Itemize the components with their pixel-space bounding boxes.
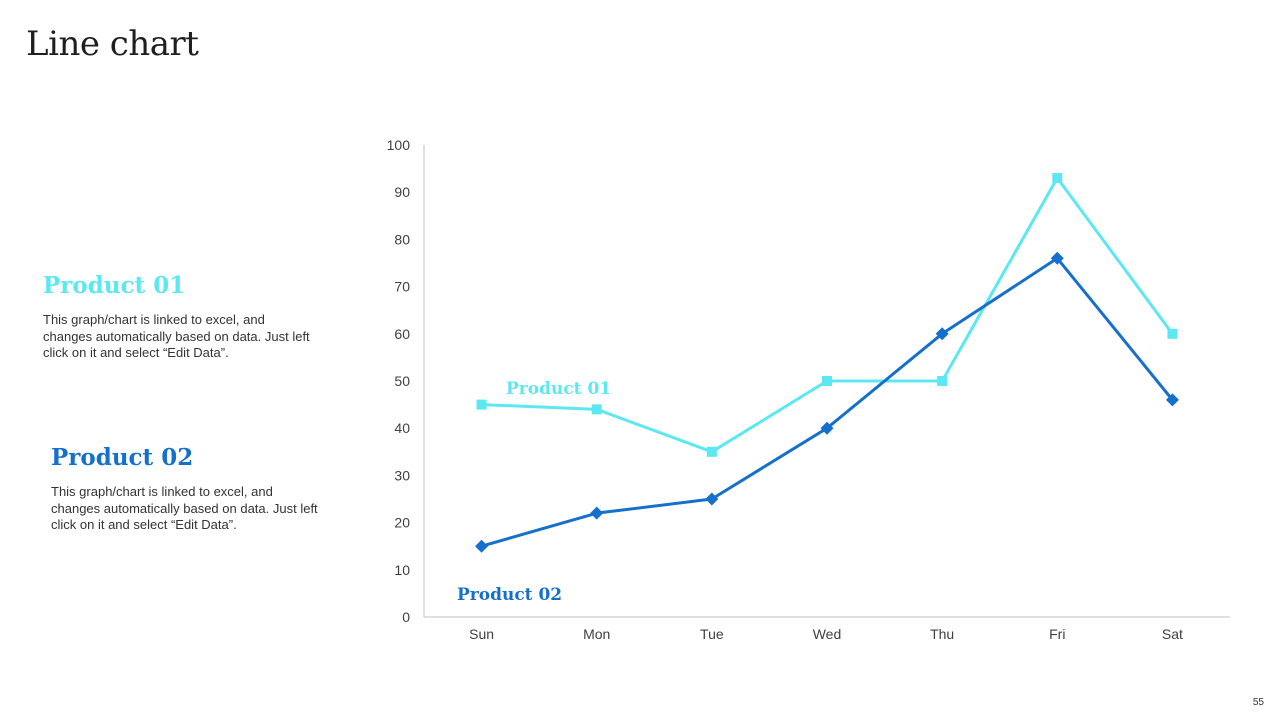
data-point-diamond[interactable] <box>1165 393 1179 407</box>
x-tick-label: Sun <box>469 626 494 642</box>
data-point-diamond[interactable] <box>475 539 489 553</box>
data-point-square[interactable] <box>476 399 487 410</box>
y-tick-label: 70 <box>394 279 410 295</box>
data-point-square[interactable] <box>937 376 948 386</box>
x-tick-label: Fri <box>1049 626 1065 642</box>
data-point-square[interactable] <box>591 404 602 415</box>
y-tick-label: 90 <box>394 184 410 200</box>
y-tick-label: 30 <box>394 467 410 483</box>
data-point-square[interactable] <box>1052 173 1063 184</box>
x-tick-label: Tue <box>700 626 724 642</box>
slide-title: Line chart <box>26 24 199 64</box>
y-tick-label: 50 <box>394 373 410 389</box>
series-label-product-02: Product 02 <box>457 585 562 605</box>
legend-heading-product-02: Product 02 <box>51 444 194 471</box>
x-tick-label: Sat <box>1162 626 1183 642</box>
x-tick-label: Thu <box>930 626 954 642</box>
y-tick-label: 10 <box>394 562 410 578</box>
series-line-2 <box>480 256 1174 548</box>
data-point-diamond[interactable] <box>590 506 604 520</box>
y-tick-label: 60 <box>394 326 410 342</box>
y-tick-label: 80 <box>394 231 410 247</box>
data-point-diamond[interactable] <box>820 421 834 435</box>
data-point-square[interactable] <box>1167 328 1178 339</box>
legend-heading-product-01: Product 01 <box>43 272 186 299</box>
series-line-1 <box>480 176 1174 454</box>
legend-description-product-02: This graph/chart is linked to excel, and… <box>51 484 318 532</box>
series-label-product-01: Product 01 <box>506 379 611 399</box>
y-tick-label: 40 <box>394 420 410 436</box>
x-tick-label: Mon <box>583 626 610 642</box>
y-tick-label: 100 <box>387 137 411 153</box>
y-tick-label: 20 <box>394 515 410 531</box>
legend-description-product-01: This graph/chart is linked to excel, and… <box>43 312 310 360</box>
data-point-square[interactable] <box>822 376 832 386</box>
page-number: 55 <box>1252 697 1264 708</box>
x-tick-label: Wed <box>813 626 842 642</box>
data-point-square[interactable] <box>706 446 717 457</box>
y-tick-label: 0 <box>402 609 410 625</box>
data-point-diamond[interactable] <box>1050 251 1064 265</box>
legend-product-01: Product 01 This graph/chart is linked to… <box>43 270 343 362</box>
legend-product-02: Product 02 This graph/chart is linked to… <box>51 442 351 534</box>
data-point-diamond[interactable] <box>935 327 949 341</box>
data-point-diamond[interactable] <box>705 492 719 506</box>
